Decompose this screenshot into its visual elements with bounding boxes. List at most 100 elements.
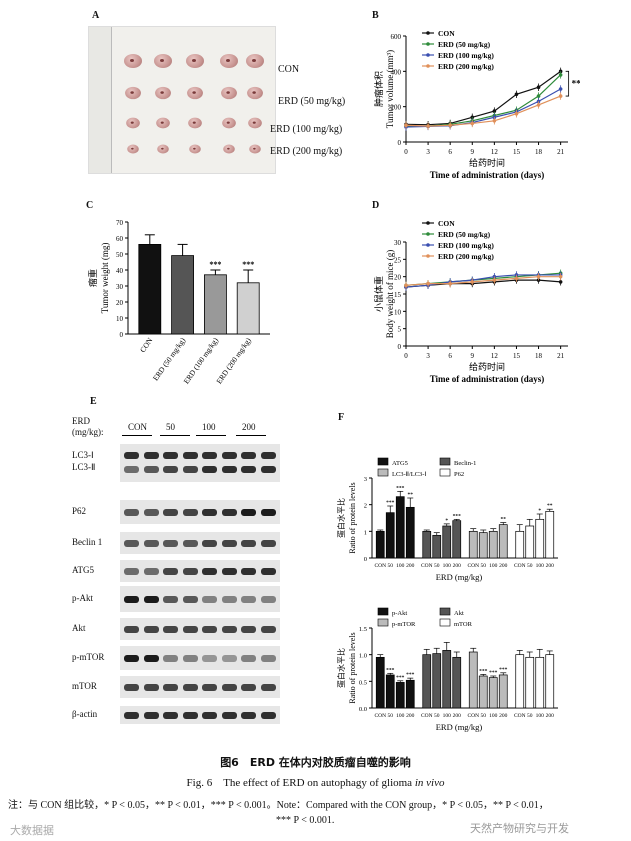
caption-en-italic: in vivo — [414, 777, 445, 789]
dose-header: 50 — [166, 422, 175, 432]
tumor-photo — [88, 26, 276, 174]
blot-band — [182, 452, 198, 459]
x-tick-label: 50 — [388, 563, 394, 569]
x-axis-label: Time of administration (days) — [430, 374, 545, 384]
x-tick-label: 12 — [491, 148, 499, 156]
significance-mark: * — [538, 508, 541, 514]
significance-mark: * — [445, 518, 448, 524]
significance-mark: *** — [499, 667, 508, 673]
blot-band — [124, 539, 139, 547]
bar — [515, 654, 525, 709]
blot-band — [260, 683, 276, 691]
blot-band — [241, 508, 256, 516]
x-tick-label: 100 — [536, 563, 545, 569]
blot-band — [163, 567, 178, 575]
significance-mark: ** — [547, 503, 553, 509]
blot-band — [260, 711, 276, 719]
x-tick-label: CON — [514, 713, 526, 719]
significance-mark: *** — [396, 675, 405, 681]
legend-label: ERD (200 mg/kg) — [438, 62, 494, 71]
y-tick-label: 15 — [394, 291, 402, 299]
x-axis-label: ERD (mg/kg) — [436, 572, 483, 582]
blot-label: LC3-Ⅰ — [72, 450, 94, 460]
caption-en-text: Fig. 6 The effect of ERD on autophagy of… — [186, 777, 415, 789]
blot-band — [182, 595, 198, 603]
data-point — [514, 92, 519, 97]
x-tick-label: 200 — [406, 713, 415, 719]
blot-band — [143, 452, 159, 459]
blot-band — [260, 466, 276, 473]
blot-label: p-mTOR — [72, 652, 105, 662]
blot-band — [260, 595, 276, 603]
legend-label: p-Akt — [392, 610, 407, 617]
y-tick-label: 70 — [116, 219, 124, 227]
bar — [442, 650, 452, 709]
caption-note-line2: *** P < 0.001. — [276, 815, 335, 826]
blot-band — [163, 711, 178, 719]
erd-unit: (mg/kg): — [72, 427, 104, 437]
significance-mark: *** — [479, 668, 488, 674]
blot-band — [221, 539, 237, 547]
blot-band — [221, 711, 237, 719]
x-tick-label: CON — [514, 563, 526, 569]
blot-band — [241, 683, 256, 691]
bar — [515, 530, 525, 559]
panel-label-d: D — [372, 200, 380, 211]
legend-label: P62 — [454, 471, 464, 478]
x-tick-label: 3 — [426, 352, 430, 360]
blot-band — [143, 595, 159, 603]
dose-underline — [196, 435, 226, 436]
bar — [498, 674, 508, 709]
tumor-image — [125, 86, 141, 100]
legend-label: ATG5 — [392, 460, 408, 467]
erd-label: ERD — [72, 416, 90, 426]
x-tick-label: CON — [467, 713, 479, 719]
y-axis-label-cn: 小鼠体重 — [373, 276, 384, 312]
bar — [385, 512, 395, 559]
blot-band — [221, 567, 237, 575]
blot-band — [241, 452, 256, 459]
blot-band — [163, 654, 178, 662]
bar — [478, 675, 488, 709]
x-tick-label: 100 — [443, 563, 452, 569]
bar — [468, 530, 478, 559]
y-tick-label: 1 — [364, 529, 367, 536]
dose-underline — [160, 435, 190, 436]
blot-band — [124, 711, 139, 719]
significance-bracket — [565, 70, 570, 97]
y-tick-label: 3 — [364, 476, 367, 483]
bar — [452, 656, 462, 709]
blot-band — [202, 683, 217, 691]
bar — [422, 530, 432, 559]
data-point — [448, 281, 452, 286]
data-point — [448, 123, 452, 128]
blot-image — [120, 560, 280, 582]
blot-band — [202, 625, 217, 633]
data-point — [492, 119, 497, 123]
blot-band — [241, 711, 256, 719]
watermark-right: 天然产物研究与开发 — [470, 822, 569, 835]
panel-label-a: A — [92, 10, 100, 21]
blot-image — [120, 586, 280, 612]
data-point — [470, 280, 475, 284]
data-point — [492, 109, 497, 113]
y-tick-label: 400 — [391, 68, 402, 76]
data-point — [558, 274, 563, 279]
bar — [478, 532, 488, 559]
blot-band — [163, 595, 178, 603]
tumor-image — [124, 54, 142, 68]
legend-marker — [426, 243, 430, 247]
bar — [395, 682, 405, 709]
bar — [405, 679, 415, 709]
y-axis-label: Body weight of mice (g) — [385, 250, 395, 338]
bar — [488, 530, 498, 559]
bar — [138, 244, 162, 335]
legend-swatch — [377, 607, 389, 616]
blot-label: ATG5 — [72, 565, 94, 575]
x-tick-label: 12 — [491, 352, 499, 360]
photo-label-200: ERD (200 mg/kg) — [270, 146, 343, 157]
figure-caption-cn: 图6 ERD 在体内对胶质瘤自噬的影响 — [220, 756, 411, 769]
bar — [395, 496, 405, 559]
y-axis-label-cn: 蛋白水平比 — [336, 498, 346, 538]
